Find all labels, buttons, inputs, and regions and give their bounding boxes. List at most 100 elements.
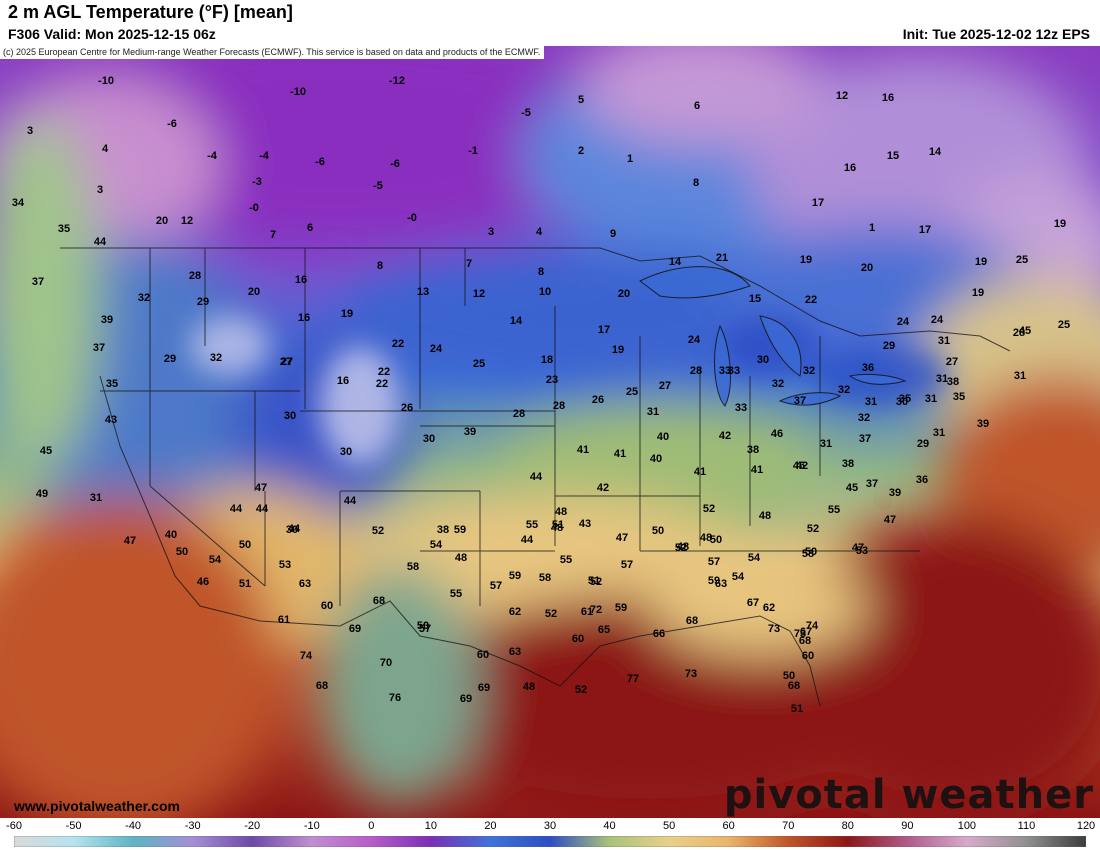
temperature-label: 7 (465, 258, 473, 270)
temperature-label: 22 (391, 338, 405, 350)
colorbar-tick-label: 120 (1076, 820, 1096, 832)
temperature-label: 45 (845, 482, 859, 494)
temperature-label: 34 (11, 197, 25, 209)
temperature-label: 68 (685, 615, 699, 627)
temperature-map[interactable]: (c) 2025 European Centre for Medium-rang… (0, 46, 1100, 818)
colorbar-tick-label: -20 (244, 820, 261, 832)
temperature-label: 47 (615, 532, 629, 544)
temperature-label: 19 (1053, 218, 1067, 230)
temperature-label: 52 (589, 576, 603, 588)
temperature-label: 76 (388, 692, 402, 704)
temperature-label: 48 (758, 510, 772, 522)
temperature-label: 7 (269, 229, 277, 241)
temperature-label: 28 (1012, 327, 1026, 339)
temperature-label: 50 (175, 546, 189, 558)
temperature-label: 29 (163, 353, 177, 365)
temperature-label: 8 (692, 177, 700, 189)
temperature-label: 58 (538, 572, 552, 584)
website-link[interactable]: www.pivotalweather.com (14, 798, 180, 814)
temperature-label: 72 (589, 604, 603, 616)
temperature-label: 57 (489, 580, 503, 592)
temperature-label: 39 (888, 487, 902, 499)
temperature-label: -4 (259, 150, 269, 162)
colorbar: -60 -50 -40 -30 -20 -10 0 10 20 30 40 50 60 70 80 90 100… (0, 818, 1100, 850)
temperature-label: 62 (762, 602, 776, 614)
pivotal-weather-logo: pivotal weather (723, 772, 1094, 818)
temperature-label: 16 (294, 274, 308, 286)
temperature-label: 26 (591, 394, 605, 406)
temperature-label: 48 (699, 532, 713, 544)
temperature-label: 60 (571, 633, 585, 645)
temperature-label: 26 (400, 402, 414, 414)
temperature-label: 38 (946, 376, 960, 388)
temperature-label: 60 (320, 600, 334, 612)
temperature-label: 35 (952, 391, 966, 403)
temperature-label: 59 (508, 570, 522, 582)
temperature-label: 29 (916, 438, 930, 450)
colorbar-tick-label: -50 (65, 820, 82, 832)
temperature-label: 23 (545, 374, 559, 386)
colorbar-tick-label: 30 (543, 820, 557, 832)
temperature-label: 41 (576, 444, 590, 456)
ecmwf-credit: (c) 2025 European Centre for Medium-rang… (0, 46, 545, 59)
temperature-label: -6 (390, 158, 400, 170)
temperature-label: 58 (801, 548, 815, 560)
temperature-label: 39 (976, 418, 990, 430)
temperature-label: 38 (436, 524, 450, 536)
temperature-label: 54 (731, 571, 745, 583)
colorbar-tick-label: 90 (901, 820, 914, 832)
temperature-label: 30 (895, 396, 909, 408)
temperature-label: 50 (416, 620, 430, 632)
temperature-label: -10 (98, 75, 114, 87)
temperature-label: 61 (277, 614, 291, 626)
temperature-label: 37 (793, 395, 807, 407)
temperature-label: 28 (512, 408, 526, 420)
valid-time: F306 Valid: Mon 2025-12-15 06z (8, 26, 216, 42)
temperature-label: 28 (552, 400, 566, 412)
temperature-label: 20 (155, 215, 169, 227)
temperature-label: 31 (935, 373, 949, 385)
temperature-label: 47 (254, 482, 268, 494)
temperature-label: 16 (843, 162, 857, 174)
temperature-label: 16 (297, 312, 311, 324)
temperature-label: 48 (522, 681, 536, 693)
temperature-label: -5 (521, 107, 531, 119)
temperature-label: 32 (209, 352, 223, 364)
temperature-label: 32 (137, 292, 151, 304)
temperature-label: 42 (596, 482, 610, 494)
temperature-label: 30 (283, 410, 297, 422)
temperature-label: 17 (597, 324, 611, 336)
colorbar-tick-label: 100 (957, 820, 977, 832)
temperature-label: 19 (974, 256, 988, 268)
temperature-label: 36 (915, 474, 929, 486)
great-lakes (639, 266, 907, 407)
temperature-label: 33 (734, 402, 748, 414)
colorbar-tick-label: 60 (722, 820, 735, 832)
temperature-label: 44 (529, 471, 543, 483)
temperature-label: 2 (577, 145, 585, 157)
temperature-label: 30 (422, 433, 436, 445)
temperature-label: 37 (31, 276, 45, 288)
temperature-label: 44 (229, 503, 243, 515)
temperature-label: 53 (278, 559, 292, 571)
temperature-label: 63 (298, 578, 312, 590)
temperature-label: 10 (538, 286, 552, 298)
temperature-label: 52 (574, 684, 588, 696)
temperature-label: 61 (580, 606, 594, 618)
temperature-label: 41 (750, 464, 764, 476)
temperature-label: 30 (756, 354, 770, 366)
temperature-label: 27 (279, 356, 293, 368)
temperature-label: 59 (707, 575, 721, 587)
temperature-label: 27 (280, 356, 294, 368)
temperature-label: 31 (937, 335, 951, 347)
temperature-label: 17 (811, 197, 825, 209)
temperature-label: 54 (208, 554, 222, 566)
temperature-label: 57 (707, 556, 721, 568)
temperature-label: 53 (855, 545, 869, 557)
temperature-label: 73 (767, 623, 781, 635)
temperature-label: 20 (247, 286, 261, 298)
init-time: Init: Tue 2025-12-02 12z EPS (902, 26, 1090, 42)
temperature-label: 73 (684, 668, 698, 680)
temperature-label: 47 (851, 542, 865, 554)
temperature-label: 60 (476, 649, 490, 661)
